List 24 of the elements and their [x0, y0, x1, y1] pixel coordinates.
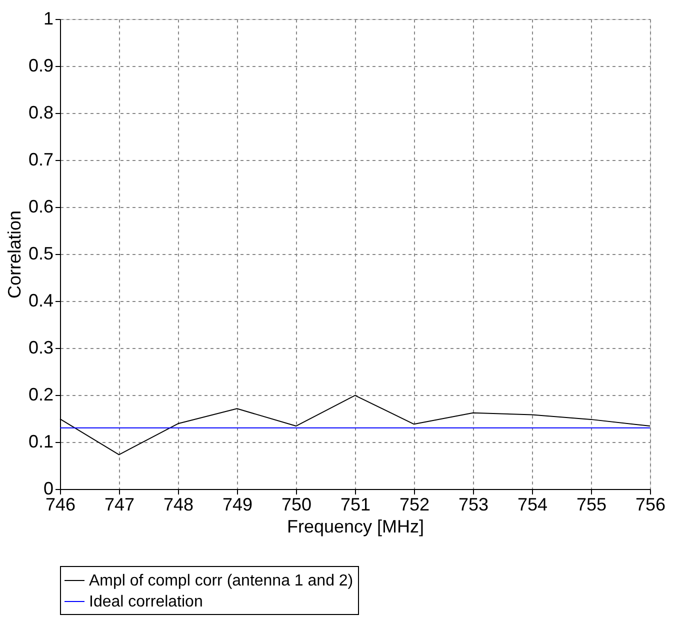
x-tick-label: 751	[340, 494, 371, 514]
y-tick-label: 0.9	[28, 56, 54, 76]
y-axis-title: Correlation	[4, 210, 24, 299]
y-tick-label: 0.2	[28, 384, 54, 404]
x-tick-label: 747	[104, 494, 135, 514]
x-tick-label: 748	[163, 494, 194, 514]
y-tick-label: 0.4	[28, 290, 54, 310]
y-tick-label: 0.5	[28, 244, 54, 264]
legend-label: Ampl of compl corr (antenna 1 and 2)	[89, 572, 354, 590]
y-tick-label: 0.8	[28, 102, 54, 122]
y-tick-label: 1	[43, 8, 54, 28]
x-tick-label: 756	[635, 494, 666, 514]
x-axis-title: Frequency [MHz]	[286, 516, 424, 536]
legend-label: Ideal correlation	[89, 594, 203, 610]
x-tick-label: 754	[517, 494, 548, 514]
y-tick-label: 0.3	[28, 338, 54, 358]
y-tick-label: 0.7	[28, 150, 54, 170]
x-tick-label: 752	[399, 494, 430, 514]
y-tick-label: 0.1	[28, 432, 54, 452]
x-tick-label: 750	[281, 494, 312, 514]
y-tick-label: 0.6	[28, 196, 54, 216]
x-tick-label: 749	[222, 494, 253, 514]
x-tick-label: 753	[458, 494, 489, 514]
x-tick-label: 755	[576, 494, 607, 514]
